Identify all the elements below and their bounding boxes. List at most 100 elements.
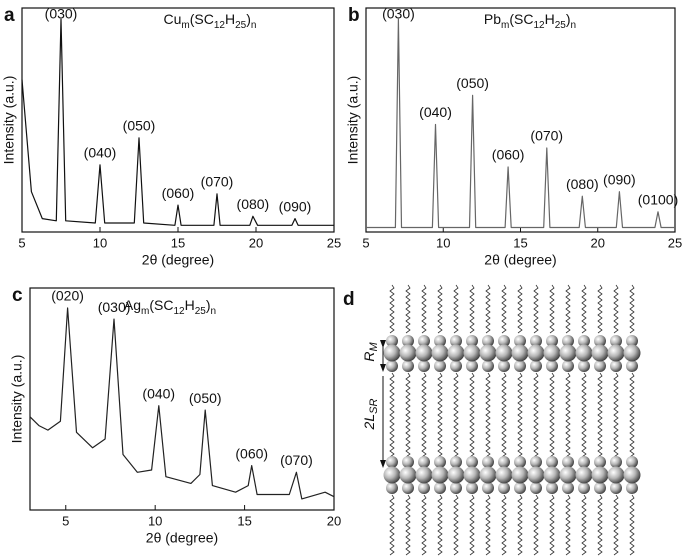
metal-atom (559, 344, 577, 362)
sulfur-atom (594, 456, 606, 468)
alkyl-chain (581, 372, 587, 458)
x-axis-label: 2θ (degree) (484, 252, 556, 268)
sulfur-atom (434, 456, 446, 468)
sulfur-atom (450, 482, 462, 494)
x-tick-label: 10 (148, 513, 162, 528)
metal-atom (479, 344, 497, 362)
alkyl-chain (485, 284, 491, 334)
sulfur-atom (402, 456, 414, 468)
peak-label: (070) (201, 174, 234, 190)
panel-letter: a (4, 5, 15, 26)
chart-title: Pbm(SC12H25)n (484, 11, 576, 31)
sulfur-atom (466, 456, 478, 468)
x-axis-label: 2θ (degree) (146, 530, 218, 546)
x-tick-label: 15 (513, 235, 527, 250)
data-line (29, 307, 335, 500)
sulfur-atom (482, 360, 494, 372)
sulfur-atom (418, 482, 430, 494)
sulfur-atom (594, 482, 606, 494)
x-tick-label: 15 (237, 513, 251, 528)
metal-atom (431, 466, 449, 484)
alkyl-chain (597, 372, 603, 458)
alkyl-chain (517, 372, 523, 458)
chart-title: Agm(SC12H25)n (124, 297, 216, 317)
title-sub: 25 (195, 306, 207, 317)
peak-label: (060) (162, 185, 195, 201)
metal-atom (383, 344, 401, 362)
peak-label: (040) (142, 385, 175, 401)
sulfur-atom (498, 335, 510, 347)
alkyl-chain (421, 284, 427, 334)
alkyl-chain (405, 372, 411, 458)
alkyl-chain (389, 494, 395, 556)
alkyl-chain (453, 372, 459, 458)
sulfur-atom (530, 456, 542, 468)
peak-label: (020) (51, 288, 84, 304)
metal-atom (543, 466, 561, 484)
title-sub: n (571, 20, 577, 31)
chart-title: Cum(SC12H25)n (164, 11, 257, 31)
metal-atom (399, 466, 417, 484)
alkyl-chain (517, 284, 523, 334)
label-sub: M (368, 342, 380, 352)
alkyl-chain (613, 494, 619, 556)
alkyl-chain (629, 494, 635, 556)
alkyl-chain (485, 372, 491, 458)
sulfur-atom (546, 456, 558, 468)
label-part: R (361, 352, 377, 362)
title-part: Pb (484, 11, 501, 27)
peak-label: (060) (235, 445, 268, 461)
sulfur-atom (610, 360, 622, 372)
peak-label: (030) (45, 6, 78, 22)
sulfur-atom (610, 456, 622, 468)
sulfur-atom (386, 335, 398, 347)
sulfur-atom (402, 360, 414, 372)
alkyl-chain (453, 284, 459, 334)
alkyl-chain (405, 494, 411, 556)
sulfur-atom (386, 482, 398, 494)
metal-atom (543, 344, 561, 362)
x-tick-label: 20 (591, 235, 605, 250)
sulfur-atom (530, 335, 542, 347)
peak-label: (030) (98, 299, 131, 315)
sulfur-atom (386, 456, 398, 468)
data-line (366, 18, 675, 229)
title-part: H (225, 11, 235, 27)
alkyl-chain (533, 372, 539, 458)
x-tick-label: 15 (171, 235, 185, 250)
sulfur-atom (626, 482, 638, 494)
x-tick-label: 10 (93, 235, 107, 250)
metal-atom (575, 344, 593, 362)
sulfur-atom (514, 482, 526, 494)
title-part: ) (246, 11, 251, 27)
sulfur-atom (610, 335, 622, 347)
sulfur-atom (530, 360, 542, 372)
sulfur-atom (546, 335, 558, 347)
sulfur-atom (578, 335, 590, 347)
metal-atom (575, 466, 593, 484)
peak-label: (090) (279, 198, 312, 214)
x-tick-label: 5 (362, 235, 369, 250)
panel-letter: d (343, 289, 355, 310)
alkyl-chain (581, 284, 587, 334)
peak-label: (040) (84, 145, 117, 161)
sulfur-atom (498, 482, 510, 494)
alkyl-chain (437, 284, 443, 334)
sulfur-atom (626, 456, 638, 468)
alkyl-chain (565, 284, 571, 334)
sulfur-atom (418, 456, 430, 468)
metal-atom (447, 344, 465, 362)
alkyl-chain (597, 284, 603, 334)
sulfur-atom (514, 360, 526, 372)
metal-atom (415, 466, 433, 484)
sulfur-atom (594, 335, 606, 347)
alkyl-chain (565, 494, 571, 556)
sulfur-atom (434, 482, 446, 494)
peak-label: (070) (530, 128, 563, 144)
alkyl-chain (597, 494, 603, 556)
y-axis-label: Intensity (a.u.) (345, 76, 361, 165)
peak-label: (050) (123, 118, 156, 134)
sulfur-atom (578, 482, 590, 494)
peak-label: (060) (492, 147, 525, 163)
sulfur-atom (498, 360, 510, 372)
